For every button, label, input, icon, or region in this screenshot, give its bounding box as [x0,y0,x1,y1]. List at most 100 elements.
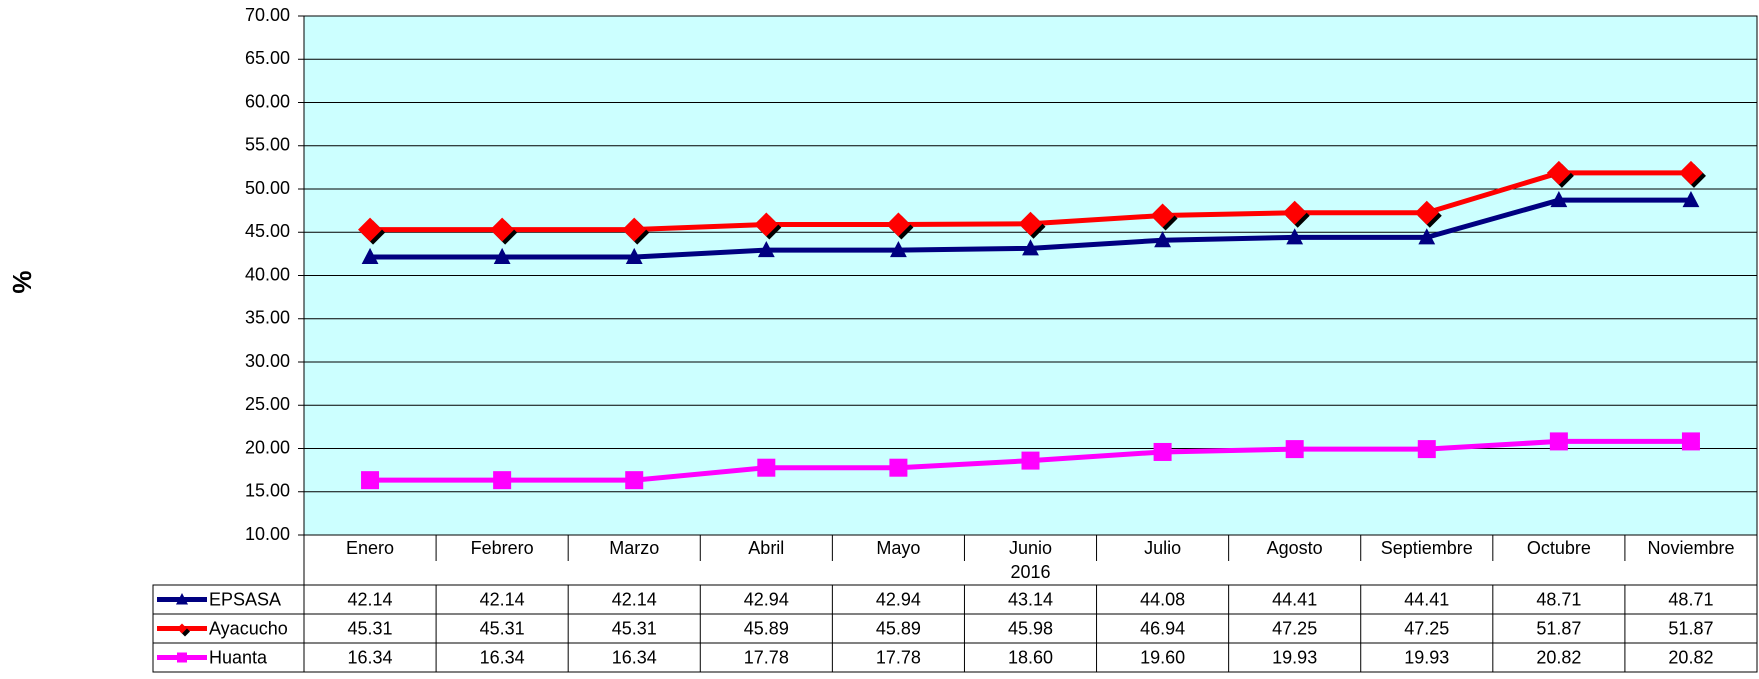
table-cell: 16.34 [612,647,657,667]
data-point [625,247,643,264]
data-point [1550,191,1568,208]
legend-marker [177,652,187,663]
x-tick-label: Noviembre [1647,538,1734,558]
data-point [1678,160,1703,185]
legend-label: EPSASA [209,589,281,609]
y-tick-label: 10.00 [245,524,290,544]
legend-label: Huanta [209,647,268,667]
y-tick-label: 20.00 [245,437,290,457]
data-point [1018,211,1043,236]
table-cell: 46.94 [1140,618,1185,638]
data-point [361,471,380,490]
x-tick-label: Mayo [876,538,920,558]
y-tick-label: 40.00 [245,264,290,284]
data-point [625,471,644,490]
data-point [493,471,512,490]
table-cell: 45.89 [744,618,789,638]
table-cell: 45.31 [480,618,525,638]
x-tick-label: Enero [346,538,394,558]
data-point [1418,228,1436,245]
x-tick-label: Agosto [1267,538,1323,558]
data-point [889,458,908,477]
data-point [1417,440,1436,459]
table-cell: 51.87 [1536,618,1581,638]
x-tick-label: Marzo [609,538,659,558]
table-cell: 19.93 [1404,647,1449,667]
table-cell: 45.98 [1008,618,1053,638]
data-point [1286,228,1304,245]
data-point [1154,231,1171,248]
x-tick-label: Septiembre [1381,538,1473,558]
table-cell: 51.87 [1668,618,1713,638]
data-point [1022,239,1039,256]
y-tick-label: 60.00 [245,91,290,111]
table-cell: 44.41 [1272,589,1317,609]
data-point [1285,440,1304,459]
y-tick-label: 65.00 [245,48,290,68]
data-point [1546,160,1571,185]
x-tick-label: Febrero [471,538,534,558]
y-tick-label: 15.00 [245,481,290,501]
data-point [1153,442,1172,461]
table-cell: 16.34 [480,647,525,667]
table-cell: 42.94 [744,589,789,609]
table-cell: 45.31 [612,618,657,638]
table-cell: 48.71 [1668,589,1713,609]
data-point [493,247,511,264]
table-cell: 42.14 [348,589,393,609]
table-cell: 20.82 [1668,647,1713,667]
x-group-label: 2016 [1010,562,1050,582]
legend-label: Ayacucho [209,618,288,638]
y-axis-label: % [7,270,37,293]
x-tick-label: Abril [748,538,784,558]
table-cell: 43.14 [1008,589,1053,609]
table-cell: 47.25 [1404,618,1449,638]
table-cell: 44.41 [1404,589,1449,609]
data-point [1682,191,1700,208]
table-cell: 48.71 [1536,589,1581,609]
y-tick-label: 25.00 [245,394,290,414]
table-cell: 19.60 [1140,647,1185,667]
data-point [1150,203,1175,228]
table-cell: 18.60 [1008,647,1053,667]
legend-marker [177,623,187,634]
x-tick-label: Julio [1144,538,1181,558]
table-cell: 42.14 [612,589,657,609]
table-cell: 20.82 [1536,647,1581,667]
table-cell: 42.14 [480,589,525,609]
table-cell: 19.93 [1272,647,1317,667]
data-point [490,217,515,242]
table-cell: 42.94 [876,589,921,609]
y-tick-label: 70.00 [245,5,290,25]
data-point [890,240,907,258]
y-tick-label: 55.00 [245,135,290,155]
data-point [622,217,647,242]
data-point [1282,200,1307,225]
y-tick-label: 45.00 [245,221,290,241]
data-point [886,212,911,237]
x-tick-label: Junio [1009,538,1052,558]
data-point [1021,451,1040,470]
table-cell: 17.78 [744,647,789,667]
y-tick-label: 35.00 [245,308,290,328]
data-point [1414,200,1439,225]
data-point [358,217,383,242]
data-point [1681,432,1700,451]
table-cell: 44.08 [1140,589,1185,609]
table-cell: 16.34 [348,647,393,667]
data-point [754,212,779,237]
data-point [757,240,775,258]
table-cell: 45.89 [876,618,921,638]
x-tick-label: Octubre [1527,538,1591,558]
table-cell: 17.78 [876,647,921,667]
table-cell: 47.25 [1272,618,1317,638]
data-point [361,247,379,264]
legend-marker [176,593,188,605]
y-tick-label: 30.00 [245,351,290,371]
y-tick-label: 50.00 [245,178,290,198]
data-point [757,458,776,477]
table-cell: 45.31 [348,618,393,638]
data-point [1549,432,1568,451]
data-table [152,584,1758,673]
